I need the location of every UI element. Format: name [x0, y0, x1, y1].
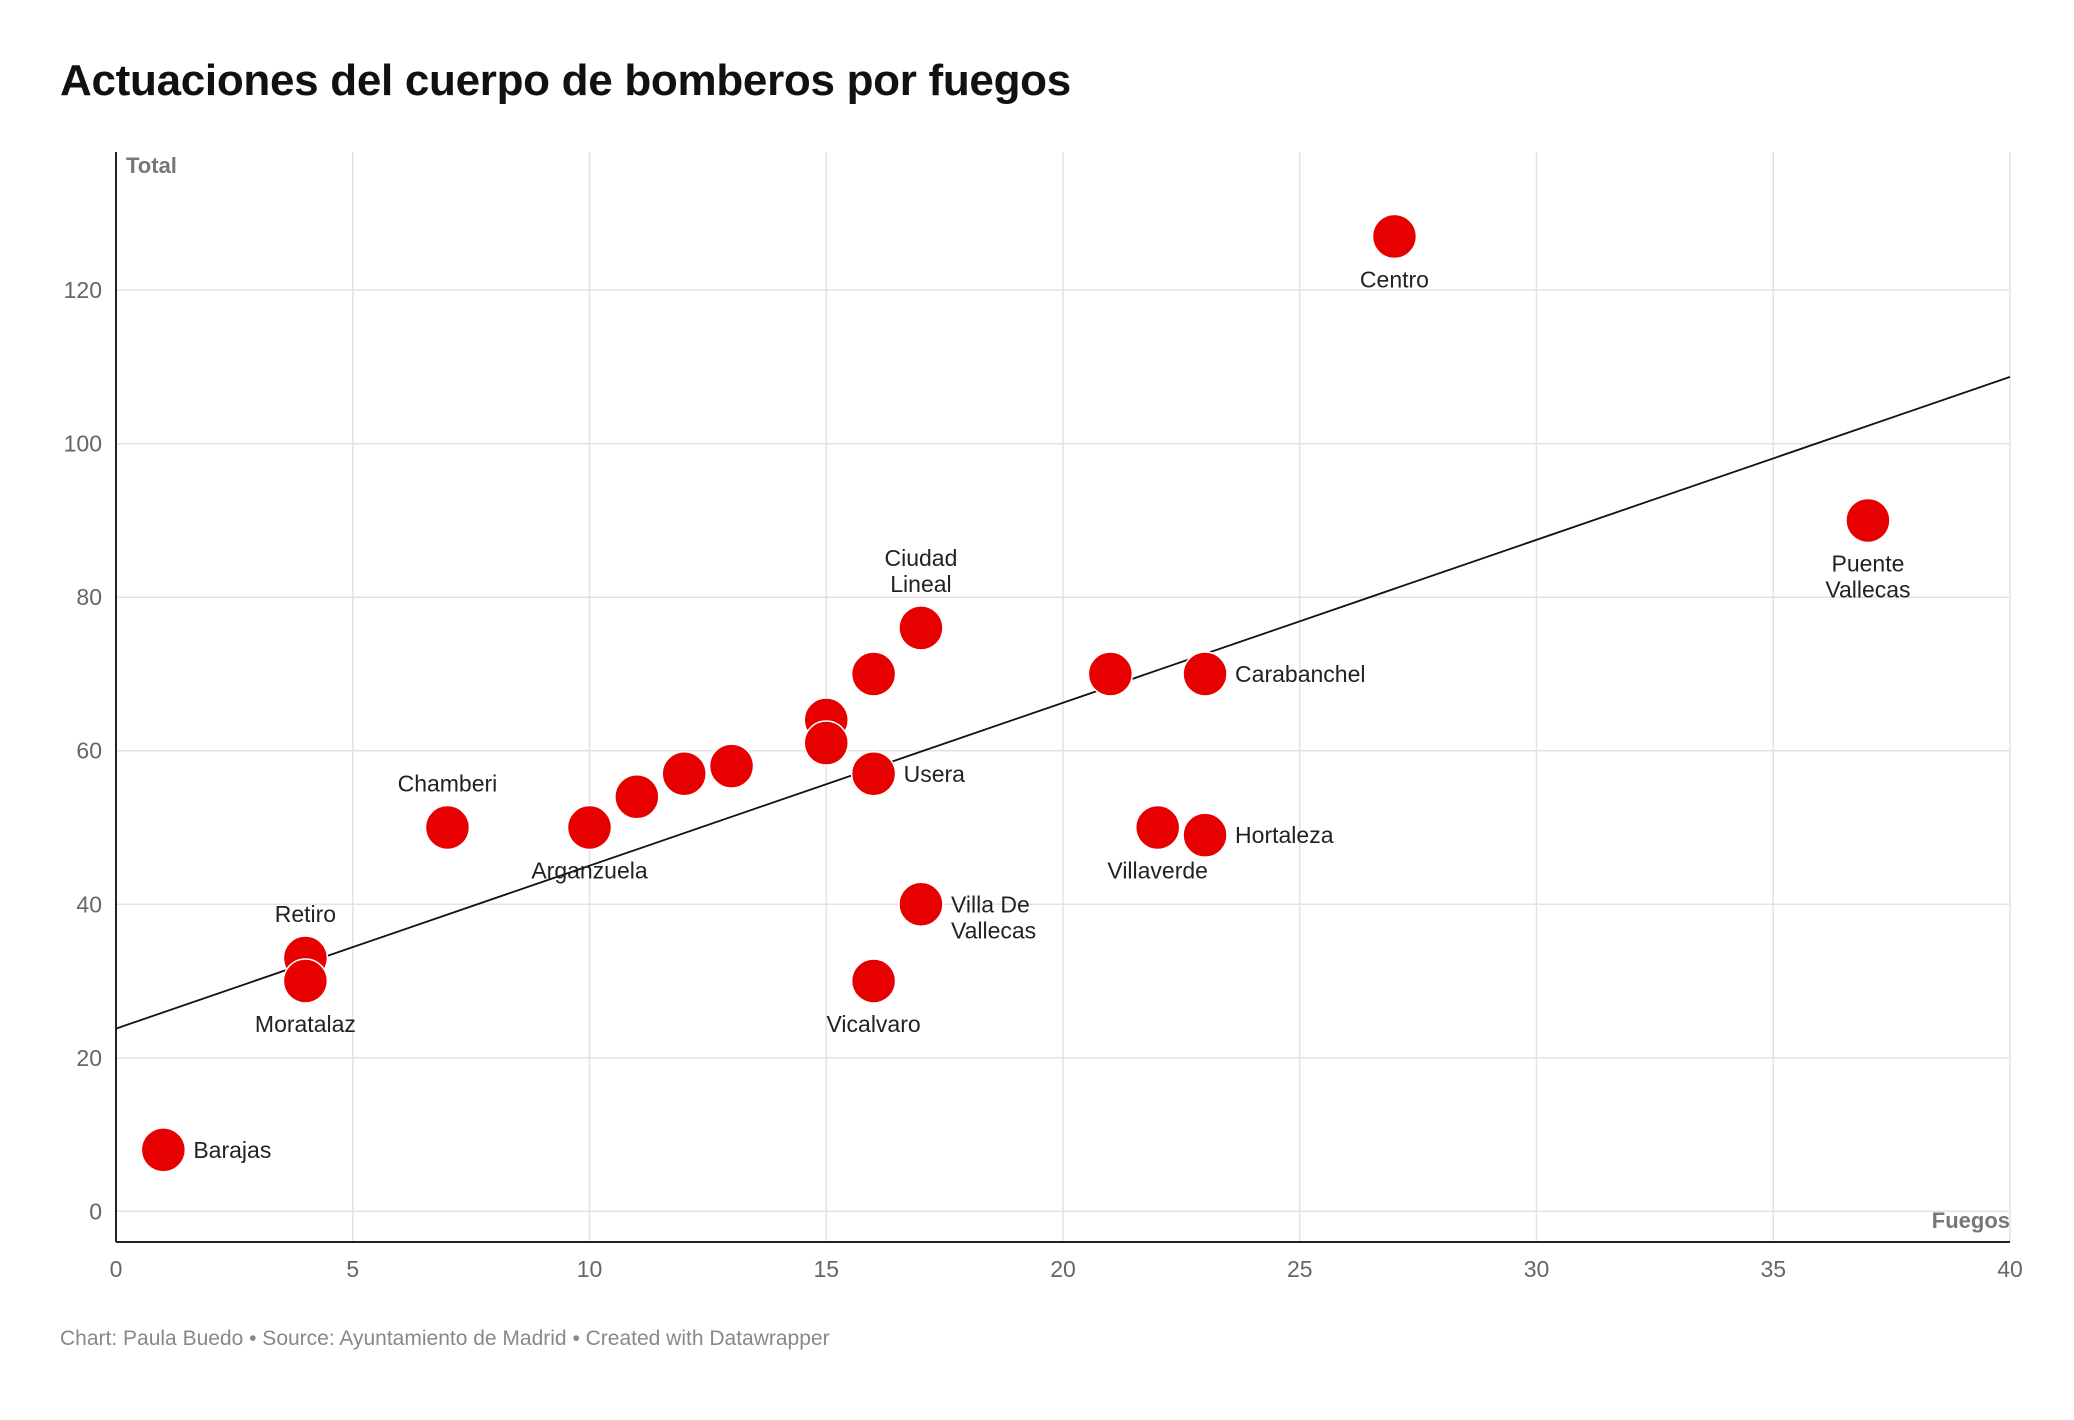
data-point [898, 881, 944, 928]
point-label: Carabanchel [1235, 661, 1365, 687]
point-labels: Barajas Retiro Moratalaz Chamberi Arganzuela… [193, 266, 1910, 1162]
x-tick-label: 5 [346, 1256, 359, 1282]
chart-title: Actuaciones del cuerpo de bomberos por f… [60, 56, 1071, 105]
data-point [566, 804, 613, 851]
data-point [850, 651, 897, 697]
data-points [140, 213, 1891, 1173]
x-axis-title: Fuegos [1932, 1208, 2010, 1233]
trendline [115, 376, 2011, 1030]
data-point [1845, 497, 1891, 544]
point-label: Puente Vallecas [1825, 550, 1910, 602]
data-point [282, 958, 329, 1004]
point-label: Vicalvaro [827, 1011, 921, 1037]
point-label: Moratalaz [255, 1011, 356, 1037]
data-point [850, 958, 897, 1004]
x-tick-label: 0 [110, 1256, 123, 1282]
x-tick-label: 25 [1287, 1256, 1313, 1282]
x-tick-label: 10 [577, 1256, 603, 1282]
data-point [140, 1127, 187, 1173]
point-label: Barajas [193, 1137, 271, 1163]
y-axis-title: Total [126, 153, 177, 178]
x-tick-label: 20 [1050, 1256, 1076, 1282]
y-tick-label: 80 [76, 584, 102, 610]
y-tick-label: 40 [76, 891, 102, 917]
x-tick-label: 30 [1524, 1256, 1550, 1282]
tick-labels: 0 5 10 15 20 25 30 35 40 0 20 40 60 80 100 120 [64, 277, 2023, 1282]
data-point [898, 605, 944, 651]
grid-lines [116, 152, 2011, 1242]
point-label: Usera [904, 761, 966, 787]
point-label: Ciudad Lineal [885, 545, 958, 597]
point-label: Villaverde [1107, 857, 1208, 883]
x-tick-label: 15 [813, 1256, 839, 1282]
data-point [661, 751, 707, 797]
y-tick-label: 20 [76, 1045, 102, 1071]
x-tick-label: 40 [1997, 1256, 2023, 1282]
y-tick-label: 0 [89, 1198, 102, 1224]
data-point [1182, 812, 1228, 858]
axes [115, 152, 2010, 1243]
point-label: Villa De Vallecas [951, 891, 1036, 943]
chart-footer: Chart: Paula Buedo • Source: Ayuntamient… [60, 1327, 830, 1350]
point-label: Hortaleza [1235, 822, 1334, 848]
data-point [424, 804, 471, 851]
point-label: Centro [1360, 266, 1429, 292]
data-point [1087, 651, 1134, 697]
y-tick-label: 60 [76, 738, 102, 764]
data-point [708, 743, 755, 789]
x-tick-label: 35 [1760, 1256, 1786, 1282]
data-point [1134, 804, 1181, 851]
data-point [803, 720, 849, 766]
y-tick-label: 100 [64, 431, 102, 457]
scatter-chart: 0 5 10 15 20 25 30 35 40 0 20 40 60 80 100 120 Barajas R… [64, 152, 2023, 1282]
point-label: Chamberi [398, 770, 498, 796]
y-tick-label: 120 [64, 277, 102, 303]
data-point [1182, 651, 1228, 697]
point-label: Retiro [275, 901, 336, 927]
trendline-group [115, 376, 2011, 1030]
point-label: Arganzuela [531, 857, 648, 883]
data-point [850, 751, 897, 797]
data-point [1371, 213, 1418, 260]
data-point [614, 774, 660, 820]
